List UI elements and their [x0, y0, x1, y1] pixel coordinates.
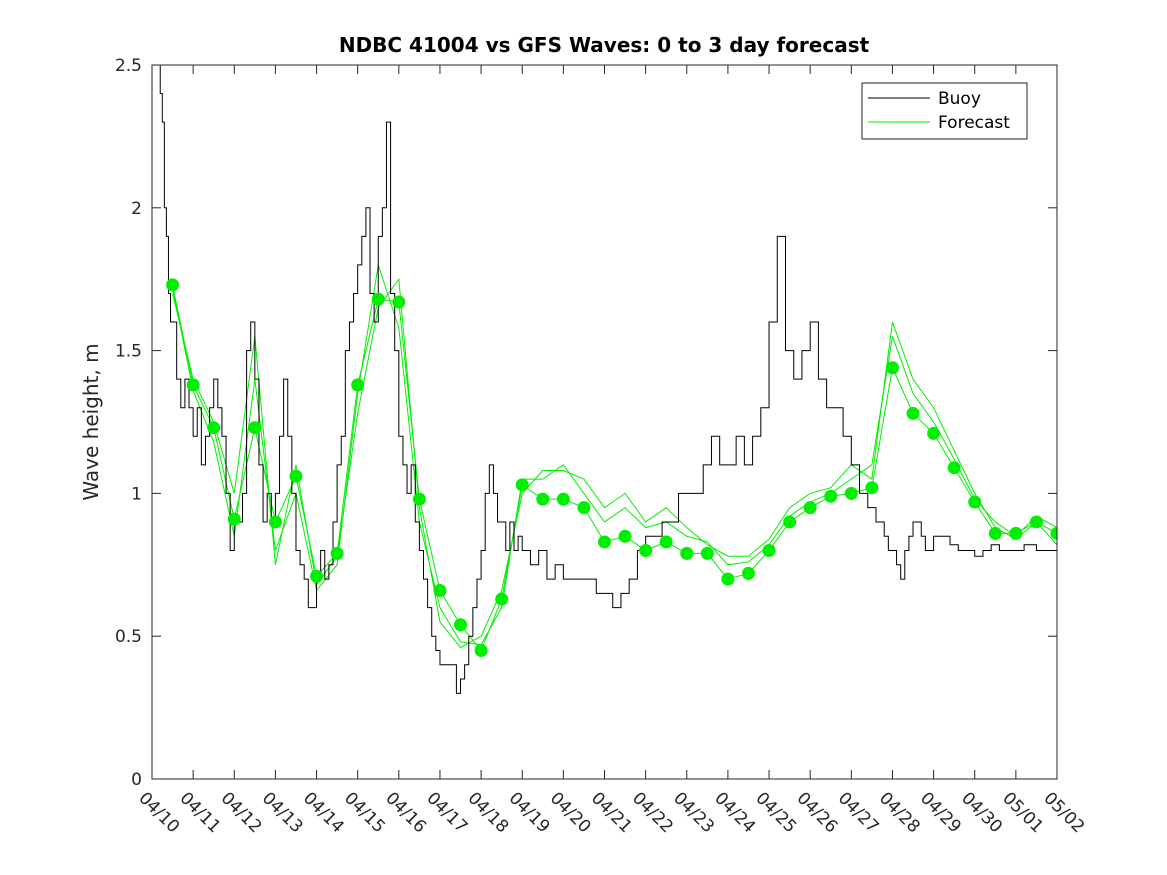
forecast-point [330, 546, 344, 560]
forecast-point [268, 515, 282, 529]
forecast-point [392, 295, 406, 309]
forecast-point [433, 584, 447, 598]
y-tick-label: 2 [131, 199, 142, 219]
forecast-point [741, 566, 755, 580]
forecast-point [454, 618, 468, 632]
y-tick-label: 2.5 [115, 56, 142, 76]
forecast-point [207, 421, 221, 435]
forecast-point [351, 378, 365, 392]
forecast-point [412, 492, 426, 506]
forecast-point [371, 292, 385, 306]
forecast-point [515, 478, 529, 492]
forecast-point [1029, 515, 1043, 529]
legend-buoy-label: Buoy [938, 89, 981, 109]
forecast-point [1050, 526, 1057, 540]
forecast-point [762, 544, 776, 558]
buoy-line [156, 65, 1057, 694]
forecast-point [680, 546, 694, 560]
y-axis-title: Wave height, m [79, 343, 103, 500]
series-group [156, 65, 1057, 694]
forecast-point [598, 535, 611, 549]
forecast-point [700, 546, 714, 560]
forecast-point [885, 361, 899, 375]
forecast-point [1009, 526, 1023, 540]
y-tick-label: 0 [131, 770, 142, 790]
forecast-point [186, 378, 200, 392]
forecast-point [844, 486, 858, 500]
forecast-point [803, 501, 817, 515]
legend-forecast-label: Forecast [938, 113, 1010, 133]
forecast-point [988, 526, 1002, 540]
forecast-line-2 [172, 264, 1057, 646]
forecast-point [495, 592, 509, 606]
forecast-point [783, 515, 797, 529]
forecast-point [310, 569, 324, 583]
y-tick-label: 1 [131, 484, 142, 504]
y-tick-label: 1.5 [115, 342, 142, 362]
forecast-point [639, 544, 653, 558]
forecast-point [618, 529, 632, 543]
forecast-point [289, 469, 303, 483]
forecast-point [556, 492, 570, 506]
y-tick-label: 0.5 [115, 627, 142, 647]
forecast-point [721, 572, 735, 586]
chart-title: NDBC 41004 vs GFS Waves: 0 to 3 day fore… [339, 33, 870, 57]
forecast-point [227, 512, 241, 526]
forecast-point [824, 489, 838, 503]
forecast-point [659, 535, 673, 549]
forecast-point [536, 492, 550, 506]
legend-box [861, 82, 1028, 140]
forecast-point [906, 406, 920, 420]
forecast-point [947, 461, 961, 475]
forecast-point [577, 501, 591, 515]
forecast-point [474, 643, 488, 657]
legend: Buoy Forecast [861, 82, 1028, 140]
forecast-point [248, 421, 262, 435]
forecast-point [927, 426, 941, 440]
forecast-point [166, 278, 180, 292]
plot-area [156, 65, 1057, 694]
forecast-point [865, 481, 879, 495]
forecast-point [968, 495, 982, 509]
